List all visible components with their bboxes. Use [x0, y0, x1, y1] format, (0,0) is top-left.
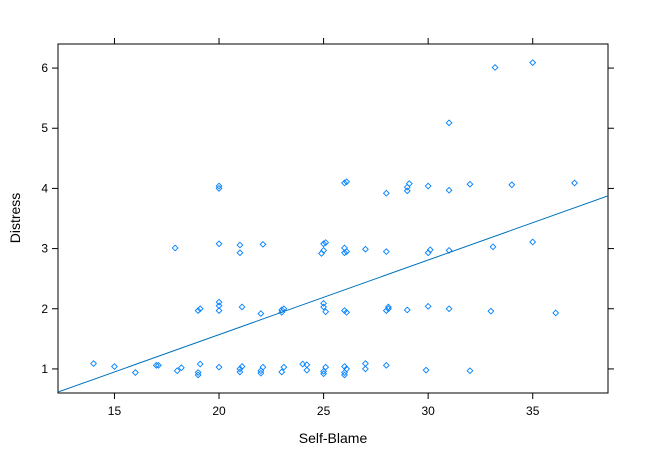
data-point: [384, 303, 392, 311]
data-points: [90, 59, 578, 379]
data-point: [111, 363, 118, 370]
y-tick-label: 5: [41, 121, 48, 135]
data-point: [320, 299, 328, 307]
x-tick-label: 25: [317, 404, 331, 418]
data-point: [341, 179, 348, 187]
data-point: [194, 369, 202, 376]
data-point: [361, 360, 369, 367]
data-point: [215, 302, 223, 310]
data-point: [171, 244, 179, 252]
data-point: [196, 305, 204, 313]
data-point: [403, 306, 411, 314]
data-point: [303, 366, 311, 374]
data-point: [552, 309, 560, 317]
data-point: [403, 187, 411, 195]
data-point: [173, 367, 181, 375]
data-point: [341, 249, 348, 257]
data-point: [343, 178, 351, 186]
data-point: [154, 361, 162, 369]
data-point: [236, 365, 244, 373]
data-point: [491, 64, 499, 71]
axis-ticks: [52, 38, 614, 399]
data-point: [322, 239, 330, 247]
data-point: [445, 246, 453, 254]
y-tick-label: 1: [41, 362, 48, 376]
data-point: [445, 119, 453, 127]
data-point: [405, 180, 413, 188]
y-tick-label: 4: [41, 181, 48, 195]
data-point: [320, 303, 328, 311]
x-axis-label: Self-Blame: [299, 430, 368, 446]
y-tick-label: 6: [41, 61, 48, 75]
data-point: [215, 307, 223, 315]
axis-tick-labels: 15 20 25 30 35 1 2 3 4 5 6: [41, 61, 539, 418]
data-point: [382, 361, 390, 369]
data-point: [131, 369, 139, 376]
data-point: [278, 368, 286, 376]
data-point: [466, 180, 474, 188]
data-point: [320, 367, 328, 375]
data-point: [343, 308, 351, 316]
data-point: [529, 59, 537, 67]
x-tick-label: 20: [212, 404, 226, 418]
data-point: [487, 307, 495, 315]
data-point: [322, 308, 330, 316]
data-point: [320, 246, 328, 254]
data-point: [571, 179, 578, 187]
y-tick-label: 2: [41, 302, 48, 316]
data-point: [238, 303, 246, 311]
data-point: [257, 310, 265, 318]
data-point: [90, 360, 97, 367]
data-point: [236, 249, 244, 257]
data-point: [361, 245, 369, 253]
data-point: [238, 363, 246, 370]
data-point: [361, 365, 369, 373]
data-point: [299, 360, 307, 368]
data-point: [403, 183, 411, 191]
y-tick-label: 3: [41, 242, 48, 256]
trendline-group: [58, 195, 608, 393]
data-point: [215, 298, 223, 306]
data-point: [343, 365, 351, 373]
data-point: [424, 302, 432, 310]
data-point: [508, 181, 516, 189]
data-point: [259, 240, 267, 248]
data-point: [259, 363, 267, 371]
plot-frame: [57, 43, 609, 394]
data-point: [341, 244, 348, 252]
data-point: [280, 363, 288, 371]
x-tick-label: 30: [421, 404, 435, 418]
data-point: [422, 366, 430, 374]
data-point: [445, 305, 453, 313]
x-tick-label: 15: [108, 404, 122, 418]
data-point: [215, 182, 223, 190]
trendline: [58, 195, 608, 393]
data-point: [424, 182, 432, 190]
data-point: [236, 368, 244, 376]
data-point: [489, 243, 497, 251]
data-point: [196, 360, 204, 368]
data-point: [529, 238, 537, 246]
data-point: [322, 363, 330, 371]
x-tick-label: 35: [526, 404, 540, 418]
data-point: [177, 364, 185, 372]
data-point: [382, 189, 390, 197]
data-point: [466, 367, 474, 375]
data-point: [341, 363, 348, 370]
data-point: [426, 246, 434, 254]
data-point: [382, 248, 390, 256]
data-point: [215, 363, 223, 371]
data-point: [320, 240, 328, 248]
data-point: [194, 307, 202, 315]
data-point: [445, 186, 453, 194]
y-axis-label: Distress: [7, 193, 23, 244]
data-point: [152, 361, 160, 369]
data-point: [215, 240, 223, 248]
data-point: [236, 241, 244, 249]
